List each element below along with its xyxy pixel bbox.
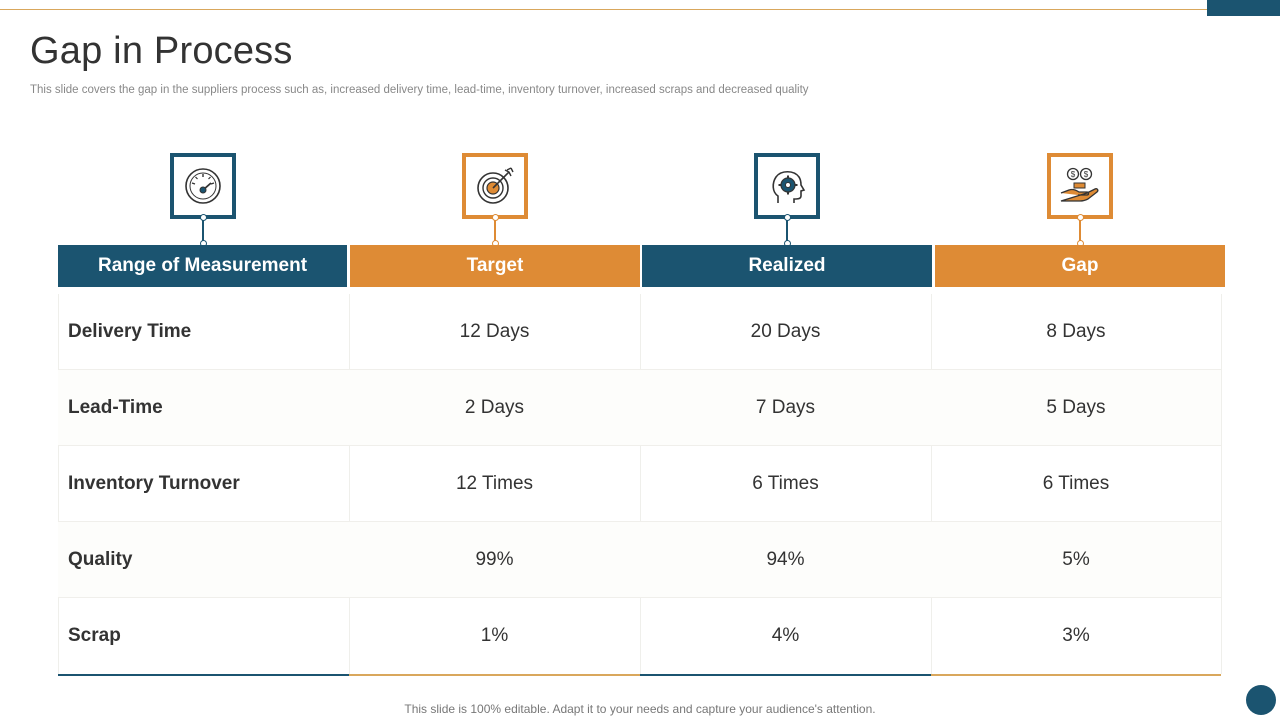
column-bottom-line bbox=[931, 674, 1221, 676]
connector-dot bbox=[783, 214, 791, 221]
connector-dot bbox=[199, 214, 207, 221]
table-cell-realized: 20 Days bbox=[640, 294, 931, 370]
table-cell-metric: Quality bbox=[58, 522, 349, 598]
column-divider bbox=[58, 294, 59, 674]
table-cell-target: 1% bbox=[480, 625, 509, 646]
page-subtitle: This slide covers the gap in the supplie… bbox=[30, 84, 809, 96]
table-cell-realized: 4% bbox=[771, 625, 800, 646]
column-bottom-line bbox=[58, 674, 349, 676]
table-cell-target: 12 Days bbox=[349, 294, 640, 370]
table-cell-gap: 5 Days bbox=[931, 370, 1221, 446]
table-cell-realized: 94% bbox=[640, 522, 931, 598]
speedometer-icon-box bbox=[170, 153, 236, 219]
corner-dot bbox=[1246, 685, 1276, 715]
connector-dot bbox=[1076, 214, 1084, 221]
head-gear-icon bbox=[772, 170, 806, 203]
speedometer-icon bbox=[185, 168, 221, 204]
money-hand-icon-box: $ $ bbox=[1047, 153, 1113, 219]
header-realized: Realized bbox=[642, 245, 932, 287]
header-target: Target bbox=[350, 245, 640, 287]
table-cell-metric: Scrap bbox=[68, 625, 121, 646]
table-cell-realized: 7 Days bbox=[640, 370, 931, 446]
svg-text:$: $ bbox=[1071, 170, 1076, 179]
column-divider bbox=[931, 294, 932, 674]
table-cell-gap: 5% bbox=[931, 522, 1221, 598]
target-arrow-icon bbox=[477, 167, 514, 204]
target-arrow-icon-box bbox=[462, 153, 528, 219]
table-cell-target: 99% bbox=[349, 522, 640, 598]
svg-text:$: $ bbox=[1084, 170, 1089, 179]
table-cell-target: 2 Days bbox=[349, 370, 640, 446]
head-gear-icon-box bbox=[754, 153, 820, 219]
header-gap: Gap bbox=[935, 245, 1225, 287]
money-hand-icon: $ $ bbox=[1060, 167, 1099, 202]
table-cell-gap: 8 Days bbox=[931, 294, 1221, 370]
column-bottom-line bbox=[349, 674, 640, 676]
table-cell-gap: 3% bbox=[1062, 625, 1090, 646]
top-accent-line bbox=[0, 9, 1207, 10]
column-divider bbox=[349, 294, 350, 674]
icon-connector bbox=[494, 219, 496, 243]
page-title: Gap in Process bbox=[30, 30, 293, 72]
connector-dot bbox=[491, 214, 499, 221]
icon-connector bbox=[786, 219, 788, 243]
table-cell-metric: Delivery Time bbox=[58, 294, 349, 370]
column-divider bbox=[1221, 294, 1222, 674]
table-cell-target: 12 Times bbox=[349, 446, 640, 522]
footer-note: This slide is 100% editable. Adapt it to… bbox=[404, 702, 876, 716]
column-bottom-line bbox=[640, 674, 931, 676]
header-range-of-measurement: Range of Measurement bbox=[58, 245, 347, 287]
top-corner-tab bbox=[1207, 0, 1280, 16]
table-cell-metric: Inventory Turnover bbox=[58, 446, 349, 522]
table-cell-metric: Lead-Time bbox=[58, 370, 349, 446]
icon-connector bbox=[202, 219, 204, 243]
icon-connector bbox=[1079, 219, 1081, 243]
table-cell-realized: 6 Times bbox=[640, 446, 931, 522]
column-divider bbox=[640, 294, 641, 674]
table-cell-gap: 6 Times bbox=[931, 446, 1221, 522]
